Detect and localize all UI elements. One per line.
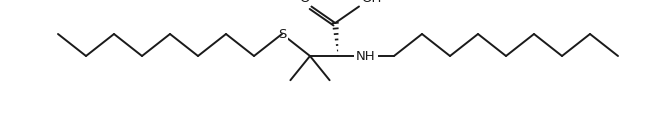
- Text: O: O: [299, 0, 309, 4]
- Text: NH: NH: [356, 50, 376, 62]
- Text: OH: OH: [361, 0, 381, 4]
- Text: S: S: [278, 28, 286, 40]
